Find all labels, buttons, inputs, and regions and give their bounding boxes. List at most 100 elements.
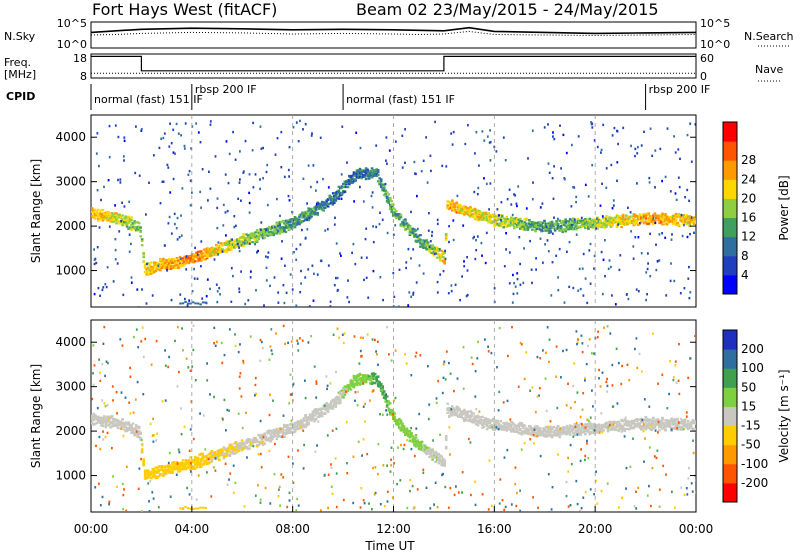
power-cell (263, 236, 266, 239)
power-cell (216, 245, 220, 248)
velocity-cell (162, 473, 165, 476)
speckle (340, 197, 343, 200)
velocity-cell (334, 399, 338, 402)
velocity-cell (431, 458, 434, 461)
velocity-cell (92, 423, 96, 426)
power-cell (296, 218, 300, 221)
speckle (445, 165, 448, 168)
power-cell (428, 250, 431, 253)
velocity-cell (151, 475, 155, 478)
speckle (340, 173, 343, 176)
power-cell (159, 265, 162, 268)
power-cell (464, 211, 468, 214)
power-cell (640, 217, 643, 220)
speckle (681, 234, 684, 238)
power-cell (364, 172, 368, 175)
velocity-cell (106, 419, 109, 422)
velocity-cell (210, 450, 214, 453)
power-cell (290, 227, 294, 230)
power-cell (561, 230, 564, 234)
power-cell (261, 232, 265, 235)
power-cell (676, 222, 679, 225)
power-cell (97, 208, 100, 211)
speckle (320, 259, 323, 262)
power-cell (310, 208, 313, 212)
power-cell (343, 190, 347, 193)
velocity-cell (370, 380, 374, 383)
power-cell (416, 236, 419, 239)
velocity-cell (127, 421, 130, 424)
power-cell (165, 267, 168, 270)
velocity-cell (369, 379, 372, 382)
velocity-cell (534, 434, 537, 437)
speckle (655, 243, 657, 246)
speckle (500, 201, 503, 204)
power-cell (292, 221, 295, 224)
velocity-cell (168, 466, 171, 469)
power-cell (100, 209, 103, 212)
power-cell (612, 221, 616, 224)
velocity-cell (254, 439, 257, 442)
power-cell (653, 218, 657, 221)
power-cell (326, 202, 330, 206)
velocity-cell (186, 461, 189, 464)
velocity-cell (466, 414, 469, 417)
speckle (422, 272, 425, 275)
velocity-cell (373, 373, 377, 376)
velocity-cell (517, 432, 521, 435)
power-cell (470, 214, 474, 217)
power-cell (370, 176, 374, 179)
speckle (688, 265, 690, 269)
speckle (632, 245, 635, 248)
power-cell (293, 220, 297, 223)
power-cell (373, 174, 377, 177)
power-cell (425, 243, 428, 246)
power-cell (145, 273, 149, 276)
speckle (228, 152, 231, 156)
speckle (438, 248, 441, 251)
velocity-cell (240, 442, 244, 445)
power-cell (210, 251, 214, 254)
speckle (613, 126, 616, 130)
velocity-cell (522, 431, 525, 434)
speckle (232, 130, 234, 134)
velocity-cell (125, 423, 129, 426)
velocity-cell (417, 447, 421, 450)
speckle (121, 201, 123, 204)
power-cell (112, 214, 115, 218)
power-cell (617, 220, 620, 223)
velocity-cell (187, 462, 191, 465)
velocity-cell (239, 441, 242, 445)
power-cell (587, 227, 590, 230)
speckle (489, 140, 492, 144)
power-cell (227, 245, 230, 248)
power-cell (599, 224, 602, 227)
velocity-cell (457, 406, 460, 409)
power-cell (520, 227, 524, 230)
power-cell (618, 222, 622, 226)
speckle (371, 206, 374, 209)
power-cell (290, 226, 294, 229)
power-cell (522, 228, 525, 231)
velocity-cell (121, 418, 124, 421)
power-cell (245, 233, 248, 236)
speckle (510, 203, 513, 206)
velocity-cell (488, 421, 492, 425)
velocity-cell (198, 463, 201, 466)
speckle (420, 170, 423, 173)
velocity-cell (119, 422, 123, 425)
velocity-cell (227, 447, 230, 450)
speckle (354, 262, 357, 266)
power-cell (537, 221, 540, 224)
speckle (252, 121, 254, 125)
speckle (248, 211, 251, 214)
power-cell (440, 249, 443, 253)
speckle (684, 196, 686, 199)
power-cell (254, 236, 257, 239)
power-cell (396, 216, 400, 219)
power-cell (576, 220, 580, 223)
power-cell (484, 218, 487, 221)
velocity-cell (326, 407, 330, 410)
speckle (269, 284, 271, 287)
power-cell (125, 225, 129, 228)
